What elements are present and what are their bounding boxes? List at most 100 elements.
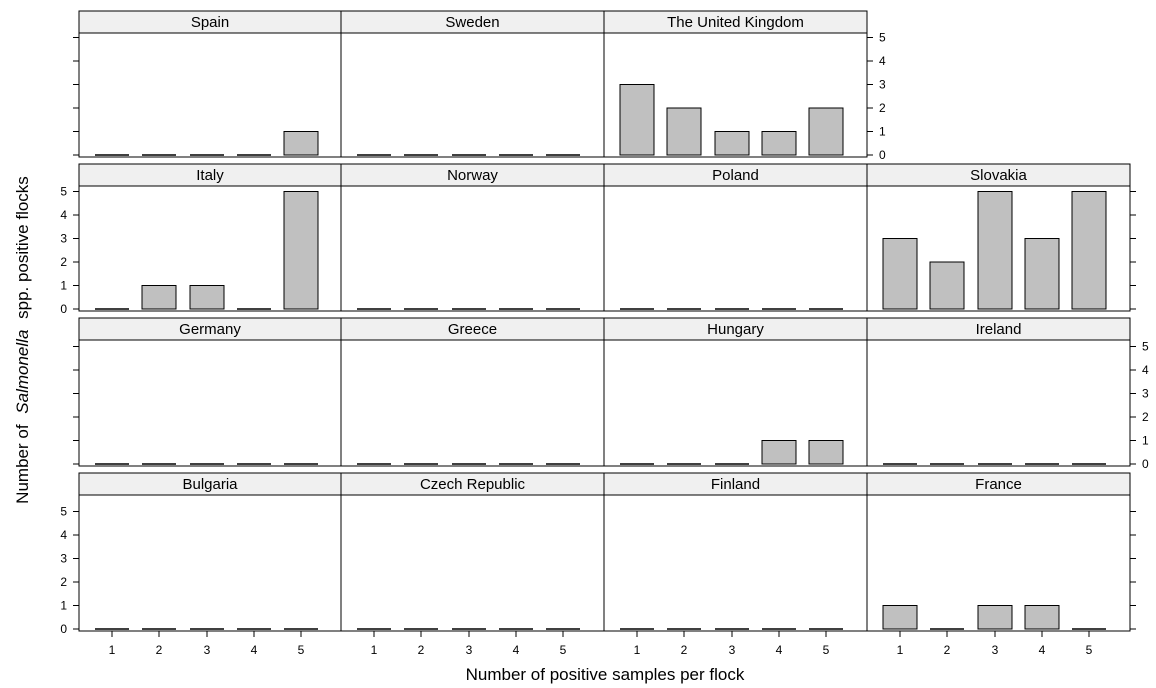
bar [761, 440, 797, 465]
x-tick-label: 5 [823, 643, 830, 657]
x-tick-label: 5 [1086, 643, 1093, 657]
y-tick-label: 2 [60, 255, 67, 269]
y-tick-label: 3 [60, 552, 67, 566]
x-tick-label: 5 [560, 643, 567, 657]
y-tick-label: 0 [1142, 457, 1149, 471]
x-tick-label: 3 [466, 643, 473, 657]
panel-title: Greece [448, 321, 497, 338]
panel-ireland: Ireland [866, 317, 1131, 467]
panel-title: Ireland [976, 321, 1022, 338]
y-tick-label: 5 [60, 505, 67, 519]
panel-frame [340, 185, 605, 312]
y-tick-label: 4 [879, 54, 886, 68]
bar [1024, 238, 1060, 310]
y-axis-title-suffix: spp. positive flocks [13, 176, 32, 319]
panel-frame [603, 185, 868, 312]
y-tick-label: 1 [60, 279, 67, 293]
panel-title: Hungary [707, 321, 764, 338]
panel-title: Germany [179, 321, 241, 338]
y-tick-label: 2 [1142, 410, 1149, 424]
panel-spain: Spain [78, 10, 342, 158]
x-tick-label: 1 [371, 643, 378, 657]
y-axis-title-prefix: Number of [13, 424, 32, 504]
y-tick-label: 1 [1142, 434, 1149, 448]
panel-title: Italy [196, 167, 224, 184]
panel-bulgaria: Bulgaria [78, 472, 342, 632]
panel-frame [866, 494, 1131, 632]
x-tick-label: 4 [251, 643, 258, 657]
panel-title: Spain [191, 14, 229, 31]
x-axis-title: Number of positive samples per flock [466, 665, 745, 684]
bar [141, 285, 177, 310]
y-tick-label: 0 [60, 302, 67, 316]
panel-title: Bulgaria [182, 476, 238, 493]
x-tick-label: 4 [776, 643, 783, 657]
x-tick-label: 3 [204, 643, 211, 657]
bar [1024, 605, 1060, 630]
bar [929, 261, 965, 310]
x-tick-label: 2 [156, 643, 163, 657]
x-tick-label: 4 [513, 643, 520, 657]
y-tick-label: 5 [1142, 340, 1149, 354]
panel-frame [866, 185, 1131, 312]
panel-frame [340, 494, 605, 632]
bar [761, 131, 797, 156]
panel-frame [603, 494, 868, 632]
y-tick-label: 3 [1142, 387, 1149, 401]
x-tick-label: 2 [944, 643, 951, 657]
x-tick-label: 1 [109, 643, 116, 657]
bar [666, 107, 702, 156]
panel-title: Finland [711, 476, 760, 493]
bar [714, 131, 750, 156]
bar [283, 131, 319, 156]
panel-title: Poland [712, 167, 759, 184]
x-tick-label: 3 [992, 643, 999, 657]
y-tick-label: 4 [60, 528, 67, 542]
panel-frame [340, 339, 605, 467]
panel-title: Slovakia [970, 167, 1027, 184]
bar [882, 605, 918, 630]
bar [808, 440, 844, 465]
y-tick-label: 2 [60, 575, 67, 589]
panel-germany: Germany [78, 317, 342, 467]
panel-norway: Norway [340, 163, 605, 312]
axes-layer: 0 1 2 3 4 5 0 1 2 3 4 5 0 1 2 3 4 5 0 1 2 3 4 5 1 2 3 4 5 1 2 3 4 5 1 2 3 4 5 1… [60, 31, 1149, 658]
panel-title: The United Kingdom [667, 14, 804, 31]
x-tick-label: 5 [298, 643, 305, 657]
y-tick-label: 4 [60, 208, 67, 222]
panel-france: France [866, 472, 1131, 632]
y-axis-title-italic: Salmonella [13, 330, 32, 414]
y-tick-label: 3 [60, 232, 67, 246]
y-tick-label: 5 [879, 31, 886, 45]
y-tick-label: 2 [879, 101, 886, 115]
bar [1071, 191, 1107, 310]
x-tick-label: 3 [729, 643, 736, 657]
x-tick-label: 4 [1039, 643, 1046, 657]
panel-greece: Greece [340, 317, 605, 467]
panel-title: Norway [447, 167, 498, 184]
panel-the-united-kingdom: The United Kingdom [603, 10, 868, 158]
bar [283, 191, 319, 310]
panel-frame [866, 339, 1131, 467]
y-tick-label: 4 [1142, 363, 1149, 377]
panel-poland: Poland [603, 163, 868, 312]
x-tick-label: 1 [634, 643, 641, 657]
panel-frame [78, 339, 342, 467]
panel-italy: Italy [78, 163, 342, 312]
x-tick-label: 2 [681, 643, 688, 657]
panel-title: Czech Republic [420, 476, 526, 493]
bar [619, 84, 655, 156]
y-tick-label: 1 [60, 599, 67, 613]
bar [882, 238, 918, 310]
panel-frame [340, 32, 605, 158]
bar [977, 605, 1013, 630]
panel-slovakia: Slovakia [866, 163, 1131, 312]
bar [189, 285, 225, 310]
panel-frame [78, 494, 342, 632]
y-tick-label: 0 [60, 622, 67, 636]
bar [977, 191, 1013, 310]
x-tick-label: 2 [418, 643, 425, 657]
panel-title: France [975, 476, 1022, 493]
panel-sweden: Sweden [340, 10, 605, 158]
